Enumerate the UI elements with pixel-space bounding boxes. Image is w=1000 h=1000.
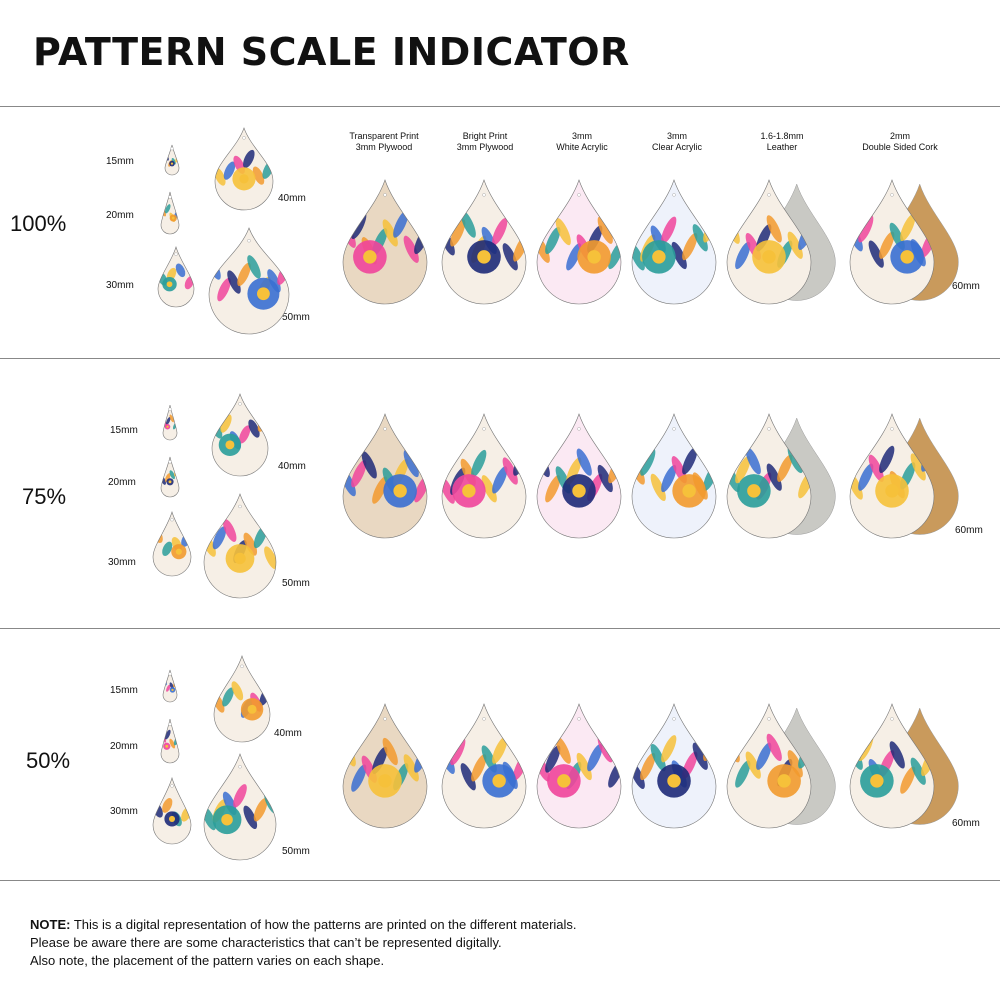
- material-swatch: [849, 413, 959, 539]
- page-title: PATTERN SCALE INDICATOR: [33, 30, 630, 74]
- size-label: 30mm: [106, 280, 134, 291]
- size-label: 50mm: [282, 578, 310, 589]
- material-header: 3mm Clear Acrylic: [651, 131, 702, 152]
- size-label: 15mm: [110, 685, 138, 696]
- small-swatch: [160, 718, 180, 764]
- size-label: 40mm: [274, 728, 302, 739]
- small-swatch: [214, 127, 274, 211]
- material-swatch: [631, 179, 717, 305]
- material-swatch: [726, 413, 836, 539]
- material-header: 2mm Double Sided Cork: [862, 131, 938, 152]
- size-label: 15mm: [110, 425, 138, 436]
- material-swatch: [342, 179, 428, 305]
- scale-label: 75%: [22, 484, 67, 509]
- material-swatch: [536, 413, 622, 539]
- material-swatch: [441, 179, 527, 305]
- material-header: 1.6-1.8mm Leather: [760, 131, 804, 152]
- material-swatch: [441, 413, 527, 539]
- size-label: 60mm: [952, 281, 980, 292]
- material-swatch: [726, 179, 836, 305]
- small-swatch: [160, 191, 180, 235]
- small-swatch: [162, 669, 178, 703]
- material-swatch: [441, 703, 527, 829]
- material-swatch: [726, 703, 836, 829]
- size-label: 20mm: [110, 741, 138, 752]
- small-swatch: [203, 493, 277, 599]
- divider: [0, 880, 1000, 881]
- size-label: 40mm: [278, 193, 306, 204]
- scale-label: 100%: [10, 211, 67, 236]
- small-swatch: [208, 227, 290, 335]
- note-text: NOTE: This is a digital representation o…: [30, 917, 577, 968]
- size-label: 20mm: [108, 477, 136, 488]
- material-swatch: [631, 413, 717, 539]
- size-label: 40mm: [278, 461, 306, 472]
- small-swatch: [164, 144, 180, 176]
- material-header: 3mm White Acrylic: [556, 131, 608, 152]
- divider: [0, 358, 1000, 359]
- small-swatch: [211, 393, 269, 477]
- material-swatch: [849, 179, 959, 305]
- size-label: 30mm: [108, 557, 136, 568]
- material-header: Bright Print 3mm Plywood: [456, 131, 514, 152]
- material-swatch: [342, 413, 428, 539]
- small-swatch: [160, 456, 180, 498]
- divider: [0, 106, 1000, 107]
- material-swatch: [536, 179, 622, 305]
- size-label: 50mm: [282, 312, 310, 323]
- small-swatch: [213, 655, 271, 743]
- small-swatch: [157, 245, 195, 308]
- small-swatch: [203, 753, 277, 861]
- material-swatch: [536, 703, 622, 829]
- size-label: 20mm: [106, 210, 134, 221]
- size-label: 50mm: [282, 846, 310, 857]
- material-header: Transparent Print 3mm Plywood: [349, 131, 419, 152]
- small-swatch: [152, 776, 192, 845]
- material-swatch: [849, 703, 959, 829]
- size-label: 60mm: [955, 525, 983, 536]
- small-swatch: [152, 510, 192, 577]
- size-label: 15mm: [106, 156, 134, 167]
- scale-label: 50%: [26, 748, 71, 773]
- divider: [0, 628, 1000, 629]
- small-swatch: [162, 404, 178, 441]
- material-swatch: [631, 703, 717, 829]
- material-swatch: [342, 703, 428, 829]
- size-label: 60mm: [952, 818, 980, 829]
- size-label: 30mm: [110, 806, 138, 817]
